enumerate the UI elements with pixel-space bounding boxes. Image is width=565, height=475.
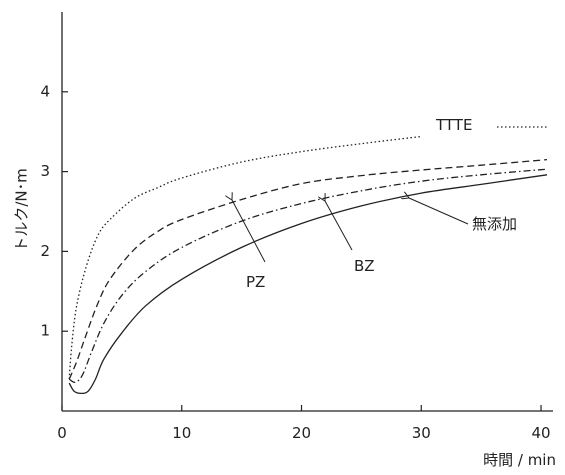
label-ttte: TTTE <box>435 116 472 134</box>
label-bz: BZ <box>354 257 375 275</box>
series-line-dashed <box>68 158 548 380</box>
bz-arrow <box>325 201 353 251</box>
x-tick-label: 10 <box>172 424 191 442</box>
series-annotations: TTTE PZ BZ 無添加 <box>232 116 548 291</box>
ticks: 0 10 20 30 40 1 2 3 4 <box>40 82 550 442</box>
label-pz: PZ <box>246 273 265 291</box>
pz-arrow <box>232 200 266 263</box>
series-line-solid <box>68 174 548 395</box>
x-axis-title: 時間 / min <box>483 451 556 469</box>
y-axis-title: トルク/N･m <box>13 168 31 251</box>
x-tick-label: 20 <box>292 424 311 442</box>
y-tick-label: 4 <box>40 82 50 100</box>
y-tick-label: 2 <box>40 242 50 260</box>
axes <box>61 12 553 412</box>
x-tick-label: 40 <box>531 424 550 442</box>
series-line-dotted <box>68 135 422 380</box>
series-line-dashdot <box>68 168 548 384</box>
x-tick-label: 30 <box>412 424 431 442</box>
y-tick-label: 1 <box>40 322 50 340</box>
no-additive-arrow <box>409 198 469 225</box>
label-no-additive: 無添加 <box>472 215 517 233</box>
y-tick-label: 3 <box>40 162 50 180</box>
x-tick-label: 0 <box>57 424 67 442</box>
series-lines <box>68 135 548 395</box>
